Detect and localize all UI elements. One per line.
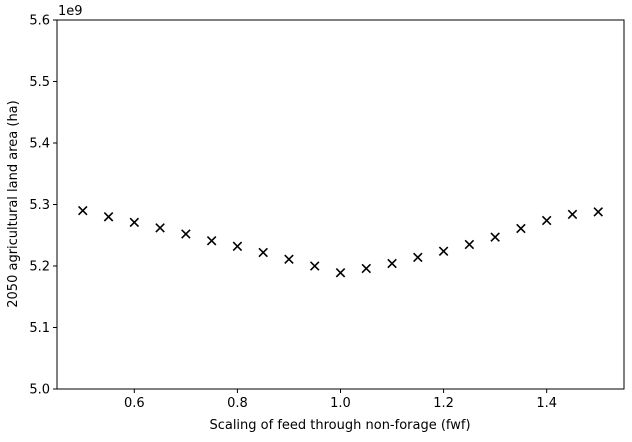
data-point bbox=[78, 205, 88, 216]
data-point bbox=[309, 261, 320, 271]
data-point bbox=[258, 247, 268, 258]
data-point bbox=[593, 207, 603, 217]
y-tick-label: 5.2 bbox=[29, 260, 50, 275]
y-tick-label: 5.1 bbox=[29, 321, 50, 336]
data-point bbox=[516, 223, 526, 234]
data-point bbox=[567, 209, 578, 220]
data-point bbox=[155, 223, 165, 233]
y-tick-label: 5.3 bbox=[29, 198, 50, 213]
data-point bbox=[438, 246, 449, 257]
x-tick-label: 0.8 bbox=[227, 396, 248, 411]
data-point bbox=[129, 217, 140, 228]
x-axis-label: Scaling of feed through non-forage (fwf) bbox=[209, 418, 470, 433]
x-tick-label: 1.2 bbox=[433, 396, 454, 411]
x-tick-label: 1.4 bbox=[536, 396, 557, 411]
x-tick-label: 1.0 bbox=[330, 396, 351, 411]
y-tick-label: 5.6 bbox=[29, 14, 50, 29]
y-axis-label: 2050 agricultural land area (ha) bbox=[6, 100, 21, 307]
data-point bbox=[181, 229, 191, 239]
data-point bbox=[232, 241, 243, 252]
y-tick-label: 5.5 bbox=[29, 75, 50, 90]
data-point bbox=[413, 252, 423, 263]
data-point bbox=[206, 236, 217, 246]
data-point bbox=[464, 239, 475, 250]
data-point bbox=[361, 263, 372, 274]
plot-area-border bbox=[56, 19, 625, 390]
y-axis-ticks: 5.0 5.1 5.2 5.3 5.4 5.5 5.6 bbox=[29, 14, 57, 398]
y-tick-label: 5.4 bbox=[29, 137, 50, 152]
data-point bbox=[490, 232, 500, 242]
data-point bbox=[284, 254, 294, 265]
data-point bbox=[541, 215, 552, 226]
data-point bbox=[103, 212, 114, 222]
data-point bbox=[335, 267, 346, 278]
x-tick-label: 0.6 bbox=[124, 396, 145, 411]
y-axis-offset-label: 1e9 bbox=[58, 4, 83, 19]
plot-frame bbox=[56, 19, 625, 390]
data-point bbox=[387, 258, 397, 269]
x-axis-ticks: 0.6 0.8 1.0 1.2 1.4 bbox=[124, 389, 557, 411]
data-points bbox=[78, 205, 603, 278]
y-tick-label: 5.0 bbox=[29, 383, 50, 398]
